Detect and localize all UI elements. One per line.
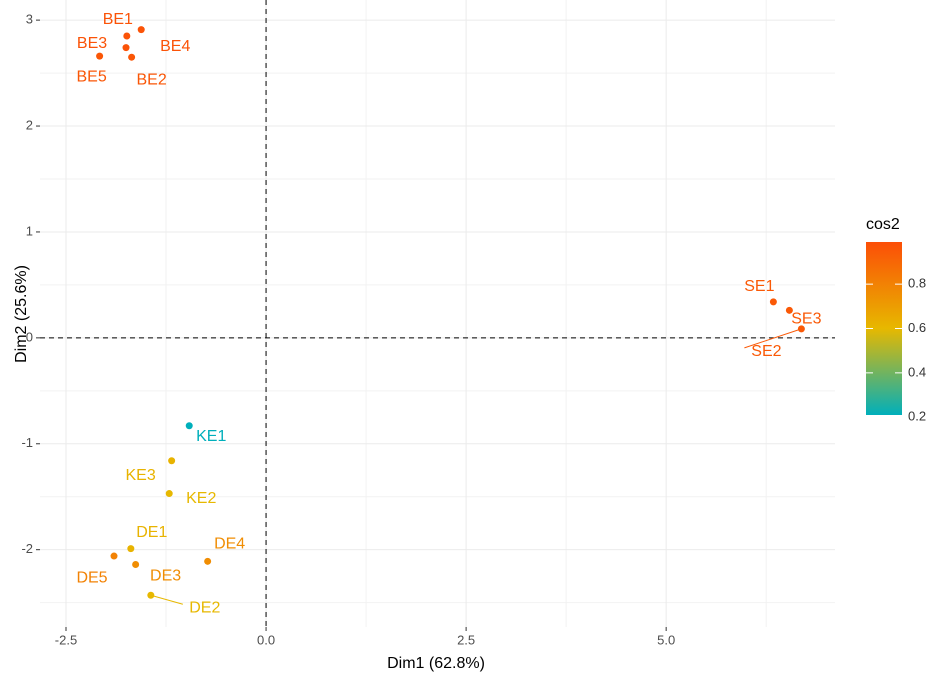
point-label: BE2 [136, 71, 166, 88]
point [128, 53, 136, 61]
y-axis-label: Dim2 (25.6%) [13, 265, 30, 363]
point [96, 52, 104, 60]
point [785, 306, 793, 314]
point [797, 325, 805, 333]
point [123, 32, 131, 40]
y-tick-label: 0 [26, 329, 33, 344]
point-label: KE1 [196, 428, 226, 445]
x-tick-label: 2.5 [457, 632, 475, 647]
point-label: SE2 [751, 343, 781, 360]
x-tick-label: -2.5 [55, 632, 77, 647]
point [127, 545, 135, 553]
leader-line [150, 594, 183, 605]
colorbar-label: 0.8 [908, 276, 926, 291]
y-tick-label: 2 [26, 117, 33, 132]
point [132, 561, 140, 569]
point-label: DE3 [150, 568, 181, 585]
point-label: SE1 [744, 278, 774, 295]
point-label: SE3 [791, 311, 821, 328]
y-tick-label: 1 [26, 223, 33, 238]
point-label: DE1 [136, 524, 167, 541]
point [147, 591, 155, 599]
point-label: BE4 [160, 38, 190, 55]
y-tick-label: -1 [21, 435, 33, 450]
point [168, 457, 176, 465]
point-label: KE3 [126, 467, 156, 484]
x-tick-label: 0.0 [257, 632, 275, 647]
x-tick-label: 5.0 [657, 632, 675, 647]
y-tick-label: -2 [21, 541, 33, 556]
point-label: DE4 [214, 536, 245, 553]
point-label: BE1 [103, 11, 133, 28]
y-tick-label: 3 [26, 12, 33, 27]
colorbar-label: 0.2 [908, 409, 926, 424]
point [165, 490, 173, 498]
legend-title: cos2 [866, 216, 900, 233]
point [137, 26, 145, 34]
x-axis-label: Dim1 (62.8%) [387, 655, 485, 672]
point-label: BE3 [77, 35, 107, 52]
point [110, 552, 118, 560]
point-label: KE2 [186, 490, 216, 507]
point [204, 557, 212, 565]
leader-line [744, 328, 802, 349]
point-label: DE5 [76, 569, 107, 586]
point [769, 298, 777, 306]
colorbar-label: 0.4 [908, 364, 926, 379]
colorbar-label: 0.6 [908, 320, 926, 335]
point [122, 44, 130, 52]
point-label: DE2 [189, 599, 220, 616]
point-label: BE5 [76, 68, 106, 85]
point [185, 422, 193, 430]
